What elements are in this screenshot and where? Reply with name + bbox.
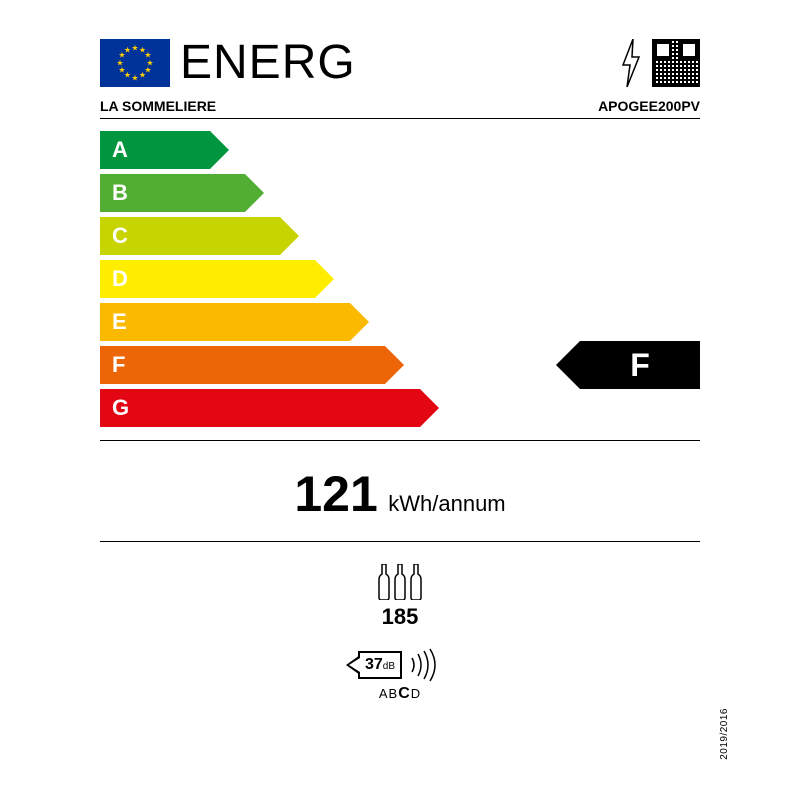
selected-rating-label: F [630,347,650,384]
noise-class-c: C [398,685,411,702]
specs-section: 185 37dB ABCD [100,542,700,703]
rating-arrow-a: A [100,131,210,169]
rating-arrow-g: G [100,389,420,427]
noise-value-box: 37dB [358,651,402,679]
header: ★★★★★★★★★★★★ ENERG [100,35,700,90]
rating-label: E [112,309,127,335]
rating-arrow-e: E [100,303,350,341]
noise-value: 37 [365,656,383,674]
qr-code-icon [652,39,700,87]
bottle-count-value: 185 [377,604,423,630]
regulation-reference: 2019/2016 [719,708,730,760]
annual-consumption: 121 kWh/annum [100,441,700,542]
sound-waves-icon [408,648,442,682]
eu-flag-icon: ★★★★★★★★★★★★ [100,39,170,87]
consumption-value: 121 [294,466,377,522]
rating-label: F [112,352,125,378]
noise-unit: dB [383,661,395,672]
bottle-icon [377,564,423,600]
noise-class-scale: ABCD [358,685,442,703]
manufacturer-name: LA SOMMELIERE [100,98,216,114]
model-number: APOGEE200PV [598,98,700,114]
noise-class-a: A [379,686,389,701]
rating-arrow-d: D [100,260,315,298]
energy-title: ENERG [180,35,608,90]
bottle-capacity: 185 [377,564,423,630]
rating-arrow-c: C [100,217,280,255]
noise-emission: 37dB ABCD [358,648,442,703]
rating-label: A [112,137,128,163]
rating-label: G [112,395,129,421]
rating-label: B [112,180,128,206]
rating-label: D [112,266,128,292]
product-info: LA SOMMELIERE APOGEE200PV [100,98,700,119]
rating-label: C [112,223,128,249]
energy-rating-scale: ABCDEFFG [100,131,700,441]
noise-class-b: B [389,686,399,701]
lightning-bolt-icon [618,39,644,87]
rating-arrow-b: B [100,174,245,212]
noise-class-d: D [411,686,421,701]
consumption-unit: kWh/annum [388,491,505,516]
selected-rating-pointer: F [580,341,700,389]
rating-arrow-f: F [100,346,385,384]
